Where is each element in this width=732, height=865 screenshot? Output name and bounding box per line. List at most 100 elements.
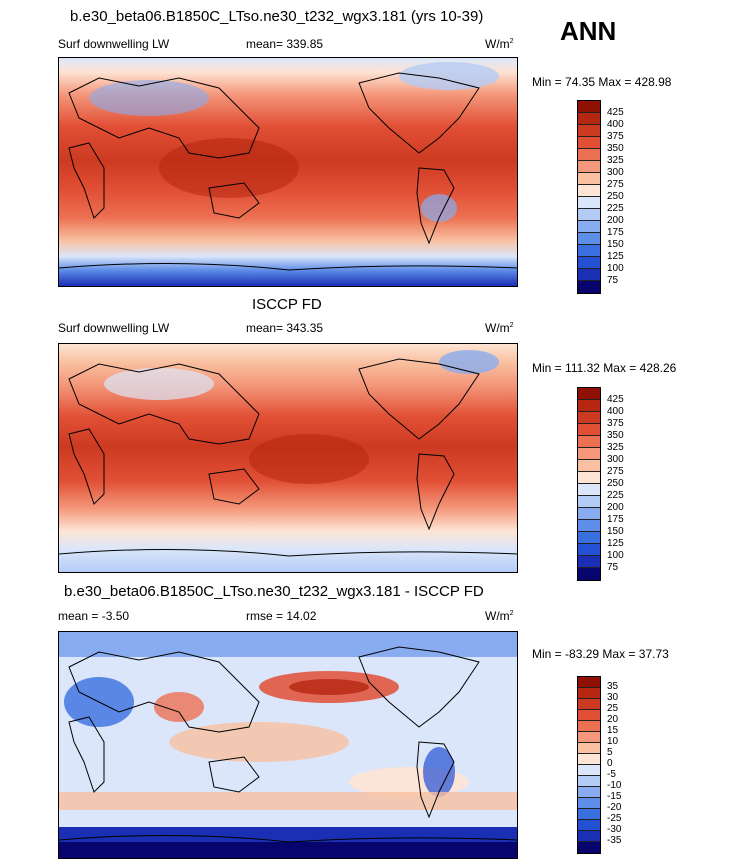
colorbar-tick: 325 [607,442,624,453]
colorbar-swatch [578,388,600,400]
colorbar-tick: 125 [607,538,624,549]
panel3-title: b.e30_beta06.B1850C_LTso.ne30_t232_wgx3.… [64,583,484,600]
colorbar-swatch [578,269,600,281]
colorbar-tick: 400 [607,406,624,417]
colorbar-swatch [578,508,600,520]
colorbar-tick: 300 [607,167,624,178]
panel1-minmax: Min = 74.35 Max = 428.98 [532,75,672,89]
colorbar-swatch [578,197,600,209]
colorbar-tick: 400 [607,119,624,130]
panel2-map [58,343,518,573]
colorbar-swatch [578,809,600,820]
panel1-variable-label: Surf downwelling LW [58,37,170,51]
colorbar-tick: 20 [607,714,619,725]
colorbar-swatch [578,233,600,245]
colorbar-tick: 75 [607,275,619,286]
colorbar-swatch [578,787,600,798]
colorbar-tick: 200 [607,215,624,226]
season-label: ANN [560,16,617,46]
colorbar-swatch [578,221,600,233]
colorbar-swatch [578,472,600,484]
colorbar-tick: 125 [607,251,624,262]
colorbar-swatch [578,460,600,472]
colorbar-tick: 425 [607,107,624,118]
colorbar-tick: 35 [607,681,619,692]
panel3-minmax: Min = -83.29 Max = 37.73 [532,647,669,661]
panel3-rmse: rmse = 14.02 [246,609,317,623]
colorbar-swatch [578,448,600,460]
colorbar-tick: 250 [607,191,624,202]
colorbar-swatch [578,765,600,776]
colorbar-swatch [578,732,600,743]
colorbar-swatch [578,400,600,412]
colorbar-tick: 100 [607,550,624,561]
colorbar-swatch [578,831,600,842]
colorbar-swatch [578,173,600,185]
colorbar-swatch [578,101,600,113]
colorbar-swatch [578,820,600,831]
colorbar-tick: -15 [607,791,622,802]
colorbar-tick: 150 [607,239,624,250]
colorbar-swatch [578,245,600,257]
colorbar-tick: 325 [607,155,624,166]
colorbar-swatch [578,209,600,221]
colorbar-tick: 225 [607,203,624,214]
colorbar-tick: 5 [607,747,613,758]
colorbar-swatch [578,257,600,269]
colorbar-swatch [578,113,600,125]
colorbar-tick: -25 [607,813,622,824]
panel1-mean: mean= 339.85 [246,37,324,51]
colorbar-swatch [578,137,600,149]
colorbar-swatch [578,842,600,853]
panel2-units: W/m2 [485,321,514,335]
colorbar-tick: 175 [607,227,624,238]
panel3-mean: mean = -3.50 [58,609,130,623]
colorbar-tick: 100 [607,263,624,274]
colorbar-swatch [578,798,600,809]
panel2-minmax: Min = 111.32 Max = 428.26 [532,361,677,375]
colorbar-tick: -20 [607,802,622,813]
colorbar-swatch [578,544,600,556]
colorbar-tick: 275 [607,179,624,190]
panel3-map [58,631,518,859]
colorbar-swatch [578,776,600,787]
colorbar-swatch [578,688,600,699]
colorbar-swatch [578,149,600,161]
colorbar-tick: 0 [607,758,613,769]
colorbar-swatch [578,520,600,532]
colorbar-tick: 375 [607,418,624,429]
colorbar-swatch [578,568,600,580]
colorbar-tick: -5 [607,769,616,780]
colorbar-swatch [578,754,600,765]
colorbar-swatch [578,532,600,544]
colorbar-tick: 15 [607,725,619,736]
colorbar-tick: 425 [607,394,624,405]
colorbar-swatch [578,677,600,688]
colorbar-tick: 225 [607,490,624,501]
colorbar-tick: -35 [607,835,622,846]
panel2-title: ISCCP FD [252,296,322,313]
colorbar-tick: -10 [607,780,622,791]
colorbar-tick: 200 [607,502,624,513]
colorbar-swatch [578,743,600,754]
panel3-units: W/m2 [485,609,514,623]
colorbar-tick: 175 [607,514,624,525]
panel2-colorbar [577,387,601,581]
panel1-map [58,57,518,287]
panel1-title: b.e30_beta06.B1850C_LTso.ne30_t232_wgx3.… [70,8,484,25]
colorbar-tick: 75 [607,562,619,573]
colorbar-swatch [578,496,600,508]
colorbar-swatch [578,721,600,732]
colorbar-tick: 300 [607,454,624,465]
colorbar-tick: 30 [607,692,619,703]
colorbar-swatch [578,556,600,568]
colorbar-tick: -30 [607,824,622,835]
colorbar-tick: 275 [607,466,624,477]
colorbar-swatch [578,412,600,424]
colorbar-swatch [578,125,600,137]
panel2-variable-label: Surf downwelling LW [58,321,170,335]
colorbar-swatch [578,185,600,197]
colorbar-swatch [578,699,600,710]
panel1-colorbar [577,100,601,294]
colorbar-tick: 150 [607,526,624,537]
